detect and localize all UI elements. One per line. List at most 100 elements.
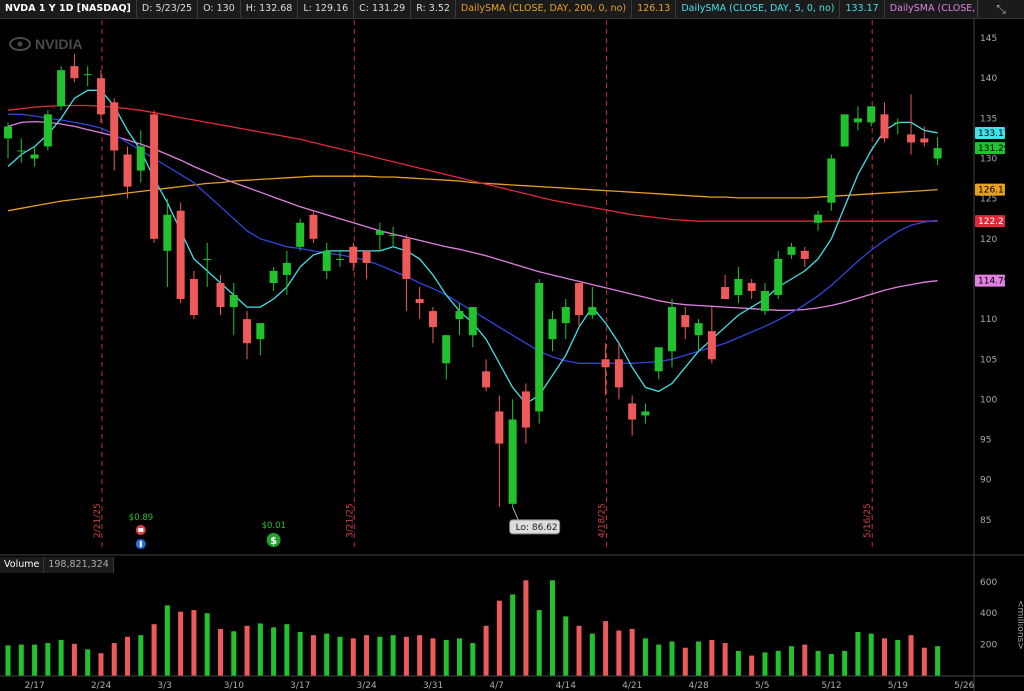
volume-label[interactable]: Volume: [0, 557, 45, 573]
candle[interactable]: [867, 106, 876, 127]
candle[interactable]: [136, 130, 145, 183]
candle[interactable]: [322, 242, 331, 279]
candle[interactable]: [601, 343, 610, 396]
candle[interactable]: [96, 70, 105, 123]
candle[interactable]: [548, 311, 557, 352]
candle[interactable]: [455, 303, 464, 336]
candle[interactable]: [43, 110, 52, 151]
candle[interactable]: [389, 226, 398, 247]
candle[interactable]: [123, 146, 132, 199]
candle[interactable]: [57, 66, 66, 111]
candle-body: [375, 230, 384, 235]
dividend-icon[interactable]: [266, 533, 281, 547]
candle[interactable]: [814, 210, 823, 231]
candle[interactable]: [774, 250, 783, 300]
volume-bar: [377, 636, 383, 676]
candle[interactable]: [110, 98, 119, 171]
candle[interactable]: [721, 274, 730, 300]
candle[interactable]: [588, 287, 597, 320]
sma50-study-label[interactable]: DailySMA (CLOSE, DAY, 50, 0, no): [885, 0, 1024, 18]
candle[interactable]: [482, 359, 491, 392]
candle-body: [203, 258, 212, 260]
candle[interactable]: [415, 287, 424, 320]
candle[interactable]: [535, 278, 544, 424]
candle[interactable]: [747, 278, 756, 300]
candle[interactable]: [734, 266, 743, 304]
candle[interactable]: [309, 210, 318, 243]
candle-body: [707, 331, 716, 360]
candle[interactable]: [256, 323, 265, 356]
candle[interactable]: [787, 242, 796, 259]
candle[interactable]: [907, 94, 916, 155]
price-tick-label: 140: [980, 74, 997, 84]
volume-bar: [151, 624, 157, 676]
volume-bar: [58, 639, 64, 676]
sma5-study-label[interactable]: DailySMA (CLOSE, DAY, 5, 0, no): [676, 0, 841, 18]
volume-bar: [417, 635, 423, 676]
candle[interactable]: [442, 335, 451, 380]
candle[interactable]: [17, 138, 26, 163]
candle[interactable]: [933, 136, 942, 166]
candle[interactable]: [614, 343, 623, 400]
sma200-study-label[interactable]: DailySMA (CLOSE, DAY, 200, 0, no): [456, 0, 633, 18]
candle[interactable]: [70, 54, 79, 83]
volume-bar: [629, 628, 635, 676]
candle[interactable]: [269, 266, 278, 292]
candle[interactable]: [853, 106, 862, 131]
symbol-label[interactable]: NVDA 1 Y 1D [NASDAQ]: [0, 0, 137, 18]
candle[interactable]: [150, 110, 159, 243]
candle[interactable]: [468, 307, 477, 348]
candle-body: [880, 114, 889, 139]
candle-body: [442, 335, 451, 364]
candle[interactable]: [668, 299, 676, 368]
candle[interactable]: [694, 319, 703, 352]
candle[interactable]: [282, 250, 291, 296]
candle[interactable]: [163, 198, 172, 287]
candle[interactable]: [920, 126, 929, 147]
candle[interactable]: [243, 311, 252, 360]
candle[interactable]: [840, 114, 849, 147]
volume-tick-label: 200: [980, 641, 997, 651]
candle[interactable]: [349, 242, 358, 271]
candle[interactable]: [336, 250, 344, 267]
candle[interactable]: [375, 222, 384, 251]
candle[interactable]: [189, 270, 198, 320]
candle[interactable]: [880, 102, 889, 143]
candle[interactable]: [428, 307, 437, 344]
candle[interactable]: [508, 399, 517, 507]
candle[interactable]: [654, 347, 663, 380]
date-tick-label: 3/17: [290, 681, 310, 691]
candle[interactable]: [30, 146, 39, 167]
candle[interactable]: [707, 307, 716, 364]
price-marker-bg: [975, 127, 1005, 140]
candle[interactable]: [800, 246, 809, 267]
volume-bar: [935, 646, 941, 676]
price-marker-text: 122.2: [978, 217, 1004, 227]
sma200-line: [7, 175, 938, 212]
expand-icon[interactable]: ⤡: [977, 0, 1024, 18]
candle[interactable]: [521, 383, 530, 444]
candle[interactable]: [641, 403, 650, 424]
price-tick-label: 100: [980, 395, 997, 405]
candle[interactable]: [561, 299, 570, 340]
candle[interactable]: [362, 250, 371, 279]
candle[interactable]: [296, 218, 305, 251]
candle[interactable]: [575, 282, 584, 328]
candle[interactable]: [4, 122, 12, 159]
candle[interactable]: [176, 202, 185, 304]
candle[interactable]: [216, 274, 225, 316]
volume-bar: [789, 646, 795, 676]
candle[interactable]: [827, 154, 836, 211]
candle[interactable]: [893, 118, 902, 135]
candle[interactable]: [495, 395, 504, 508]
candle[interactable]: [681, 307, 690, 340]
candle[interactable]: [229, 282, 238, 336]
candle[interactable]: [760, 282, 769, 316]
volume-bar: [828, 654, 834, 676]
candle[interactable]: [402, 234, 411, 312]
event-date-label: 5/16/25: [863, 503, 873, 538]
candle[interactable]: [203, 242, 212, 287]
candle[interactable]: [83, 66, 92, 87]
candle[interactable]: [628, 395, 637, 436]
